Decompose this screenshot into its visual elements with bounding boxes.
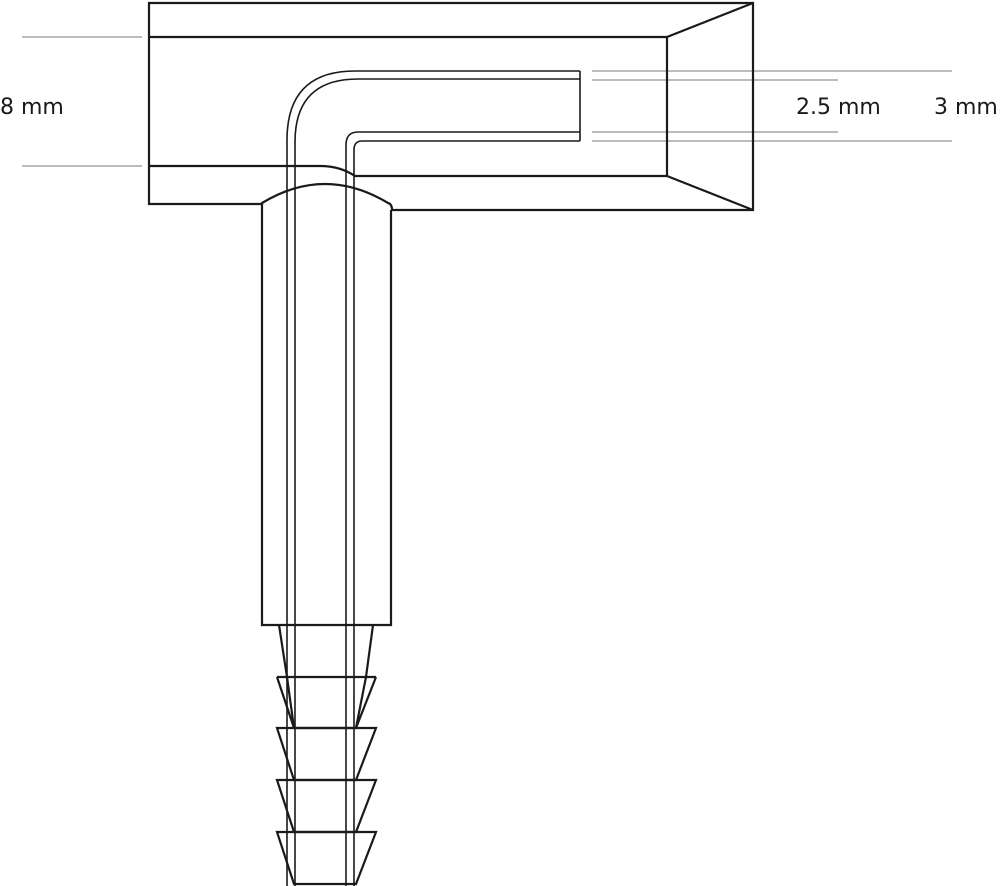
barb-1 (275, 675, 378, 730)
barb-4 (275, 830, 378, 886)
channel-inner-wall-1 (345, 131, 580, 886)
barb-stem-left (277, 624, 289, 678)
barb-stem-right (364, 624, 375, 678)
channel-inner-wall-2 (353, 140, 580, 886)
label-inner-bore: 2.5 mm (796, 95, 881, 120)
shaft-outline (260, 204, 393, 627)
barb-3 (275, 778, 378, 834)
body-bottom-step (149, 164, 667, 178)
funnel-bottom-edge (666, 174, 754, 212)
dimension-lines (22, 36, 952, 167)
shaft (260, 204, 393, 627)
internal-channel (286, 70, 581, 886)
body-outline (147, 1, 755, 212)
channel-outer-wall-2 (294, 78, 580, 886)
funnel-top-edge (666, 1, 754, 39)
label-channel-height: 3 mm (934, 95, 998, 120)
elbow-body (147, 1, 755, 212)
label-outer-height: 8 mm (0, 95, 64, 120)
channel-outer-wall-1 (286, 70, 580, 886)
barb-2 (275, 726, 378, 782)
barbed-connector (275, 624, 378, 886)
